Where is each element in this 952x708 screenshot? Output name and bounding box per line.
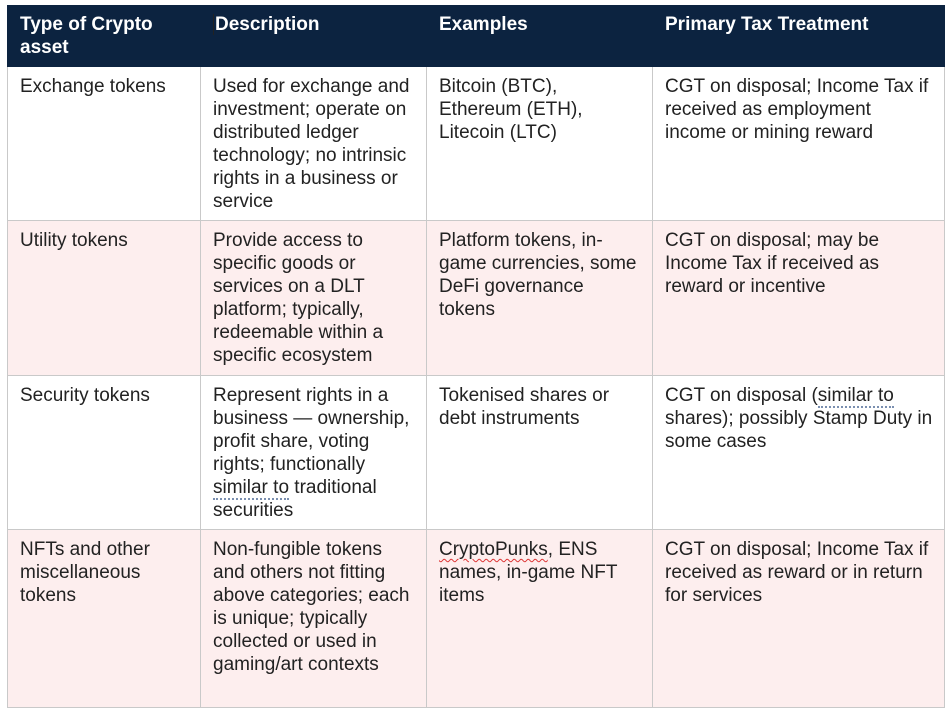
header-description-label: Description	[215, 14, 320, 35]
crypto-tax-table: Type of Crypto asset Description Example…	[7, 5, 945, 708]
examples-text: , ENS names, in-game NFT items	[439, 539, 618, 606]
cell-type[interactable]: Security tokens	[7, 375, 201, 530]
table-row: Exchange tokens Used for exchange and in…	[7, 66, 945, 221]
grammar-flag[interactable]: similar to	[817, 385, 894, 408]
table-row: Utility tokens Provide access to specifi…	[7, 220, 945, 376]
spelling-flag[interactable]: CryptoPunks	[439, 539, 548, 560]
cell-type[interactable]: NFTs and other miscellaneous tokens	[7, 529, 201, 708]
cell-examples[interactable]: Tokenised shares or debt instruments	[426, 375, 653, 530]
description-text: traditional securities	[213, 477, 377, 521]
header-row: Type of Crypto asset Description Example…	[7, 5, 945, 67]
cell-examples[interactable]: Bitcoin (BTC), Ethereum (ETH), Litecoin …	[426, 66, 653, 221]
header-description: Description	[200, 5, 427, 67]
table-row: NFTs and other miscellaneous tokens Non-…	[7, 529, 945, 708]
cell-description[interactable]: Used for exchange and investment; operat…	[200, 66, 427, 221]
cell-tax[interactable]: CGT on disposal (similar to shares); pos…	[652, 375, 945, 530]
tax-text: shares); possibly Stamp Duty in some cas…	[665, 408, 933, 452]
table-body: Exchange tokens Used for exchange and in…	[7, 66, 945, 708]
cell-tax[interactable]: CGT on disposal; may be Income Tax if re…	[652, 220, 945, 376]
description-text: Represent rights in a business — ownersh…	[213, 385, 410, 475]
cell-description[interactable]: Non-fungible tokens and others not fitti…	[200, 529, 427, 708]
cell-tax[interactable]: CGT on disposal; Income Tax if received …	[652, 529, 945, 708]
cell-description[interactable]: Provide access to specific goods or serv…	[200, 220, 427, 376]
text-cursor	[213, 14, 214, 35]
header-examples: Examples	[426, 5, 653, 67]
table-row: Security tokens Represent rights in a bu…	[7, 375, 945, 530]
cell-tax[interactable]: CGT on disposal; Income Tax if received …	[652, 66, 945, 221]
cell-description[interactable]: Represent rights in a business — ownersh…	[200, 375, 427, 530]
cell-type[interactable]: Exchange tokens	[7, 66, 201, 221]
header-tax-treatment: Primary Tax Treatment	[652, 5, 945, 67]
cell-examples[interactable]: Platform tokens, in-game currencies, som…	[426, 220, 653, 376]
cell-type[interactable]: Utility tokens	[7, 220, 201, 376]
tax-text: CGT on disposal (	[665, 385, 818, 406]
header-type: Type of Crypto asset	[7, 5, 201, 67]
grammar-flag[interactable]: similar to	[213, 477, 290, 500]
table-header: Type of Crypto asset Description Example…	[7, 5, 945, 67]
cell-examples[interactable]: CryptoPunks, ENS names, in-game NFT item…	[426, 529, 653, 708]
